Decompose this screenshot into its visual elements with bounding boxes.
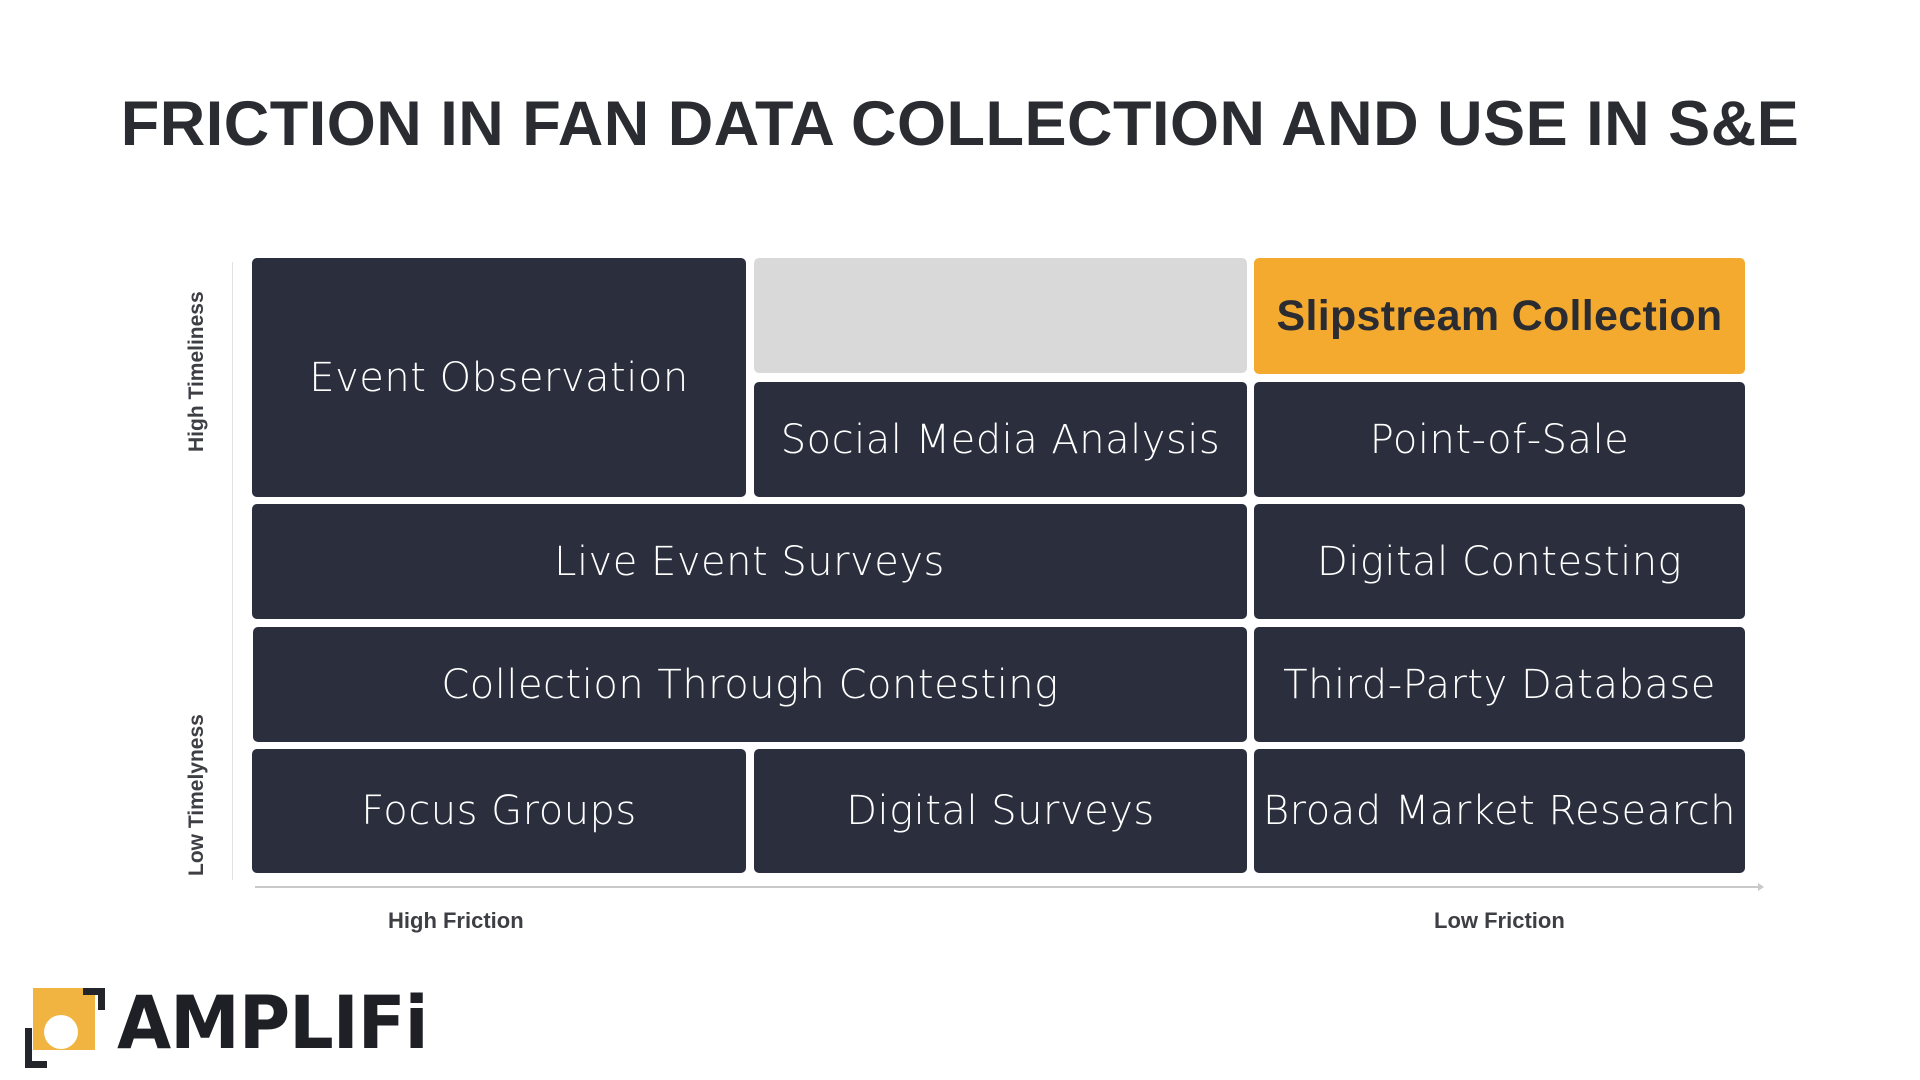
cell-label: Event Observation	[309, 354, 689, 401]
cell-broad-market-research: Broad Market Research	[1254, 749, 1745, 873]
cell-label: Point-of-Sale	[1369, 416, 1630, 463]
cell-live-event-surveys: Live Event Surveys	[252, 504, 1247, 619]
cell-label: Digital Contesting	[1316, 538, 1683, 585]
y-axis-label-high: High Timeliness	[185, 291, 208, 452]
y-axis-line	[232, 262, 233, 880]
x-axis-label-low: Low Friction	[1434, 908, 1565, 933]
cell-focus-groups: Focus Groups	[252, 749, 746, 873]
x-axis-arrow-icon	[1758, 883, 1764, 891]
page-title: FRICTION IN FAN DATA COLLECTION AND USE …	[120, 89, 1800, 159]
cell-label: Collection Through Contesting	[441, 661, 1059, 708]
cell-label: Focus Groups	[361, 788, 637, 834]
cell-point-of-sale: Point-of-Sale	[1254, 382, 1745, 497]
x-axis-line	[255, 886, 1761, 888]
amplifi-logo: AMPLIFi	[25, 980, 429, 1068]
cell-digital-surveys: Digital Surveys	[754, 749, 1247, 873]
y-axis-label-low: Low Timelyness	[185, 714, 208, 876]
cell-collection-through-contesting: Collection Through Contesting	[253, 627, 1247, 742]
cell-label: Social Media Analysis	[780, 416, 1221, 463]
cell-label: Third-Party Database	[1283, 661, 1716, 708]
cell-label: Live Event Surveys	[554, 538, 945, 585]
cell-third-party-database: Third-Party Database	[1254, 627, 1745, 742]
cell-label: Digital Surveys	[846, 788, 1155, 834]
logo-wordmark: AMPLIFi	[117, 979, 429, 1067]
cell-digital-contesting: Digital Contesting	[1254, 504, 1745, 619]
cell-event-observation: Event Observation	[252, 258, 746, 497]
cell-label: Broad Market Research	[1262, 788, 1737, 834]
cell-empty-gray	[754, 258, 1247, 373]
amplifi-logo-mark-icon	[25, 988, 105, 1068]
cell-slipstream-collection: Slipstream Collection	[1254, 258, 1745, 374]
x-axis-label-high: High Friction	[388, 908, 524, 933]
cell-label: Slipstream Collection	[1276, 291, 1723, 340]
cell-social-media-analysis: Social Media Analysis	[754, 382, 1247, 497]
